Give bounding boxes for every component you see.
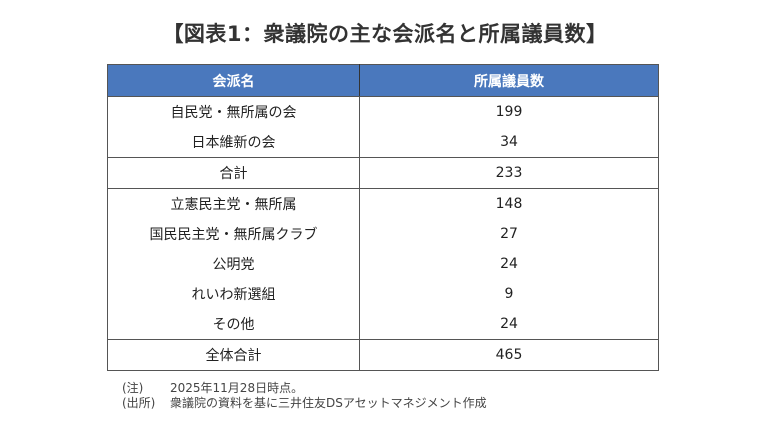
faction-name: 立憲民主党・無所属 [107, 188, 360, 219]
faction-name: 合計 [107, 157, 360, 189]
note-text: 2025年11月28日時点。 [170, 381, 304, 395]
table-row: れいわ新選組 9 [107, 279, 659, 309]
faction-name: 自民党・無所属の会 [107, 96, 360, 127]
table-header: 会派名 所属議員数 [107, 64, 659, 97]
faction-name: 公明党 [107, 249, 360, 279]
member-count: 34 [500, 134, 518, 150]
note-label: (注) [122, 381, 144, 395]
table-row: その他 24 [107, 309, 659, 340]
source-label: (出所) [122, 396, 156, 410]
table-row: 公明党 24 [107, 249, 659, 279]
member-count: 199 [495, 104, 523, 120]
table-row: 立憲民主党・無所属 148 [107, 188, 659, 219]
faction-name: 国民民主党・無所属クラブ [107, 219, 360, 249]
member-count: 24 [500, 256, 518, 272]
total-row: 全体合計 465 [107, 339, 659, 371]
faction-name: 日本維新の会 [107, 127, 360, 158]
table-row: 国民民主党・無所属クラブ 27 [107, 219, 659, 249]
header-faction: 会派名 [107, 64, 360, 97]
member-count: 465 [359, 339, 659, 371]
member-count: 233 [359, 157, 659, 189]
table-row: 日本維新の会 34 [107, 127, 659, 158]
faction-name: その他 [107, 309, 360, 340]
subtotal-row: 合計 233 [107, 157, 659, 189]
member-count: 27 [500, 226, 518, 242]
faction-name: 全体合計 [107, 339, 360, 371]
table-row: 自民党・無所属の会 199 [107, 96, 659, 127]
note-line: (注) 2025年11月28日時点。 [122, 381, 487, 396]
source-text: 衆議院の資料を基に三井住友DSアセットマネジメント作成 [170, 396, 487, 410]
faction-table: 会派名 所属議員数 自民党・無所属の会 199 日本維新の会 34 合計 233 立憲… [107, 64, 659, 371]
chart-title: 【図表1：衆議院の主な会派名と所属議員数】 [162, 22, 608, 46]
header-count: 所属議員数 [359, 64, 659, 97]
faction-name: れいわ新選組 [107, 279, 360, 309]
member-count: 24 [500, 316, 518, 332]
member-count: 148 [359, 188, 659, 219]
source-line: (出所) 衆議院の資料を基に三井住友DSアセットマネジメント作成 [122, 396, 487, 411]
footnotes: (注) 2025年11月28日時点。 (出所) 衆議院の資料を基に三井住友DSアセッ… [122, 381, 487, 411]
member-count: 9 [504, 286, 514, 302]
